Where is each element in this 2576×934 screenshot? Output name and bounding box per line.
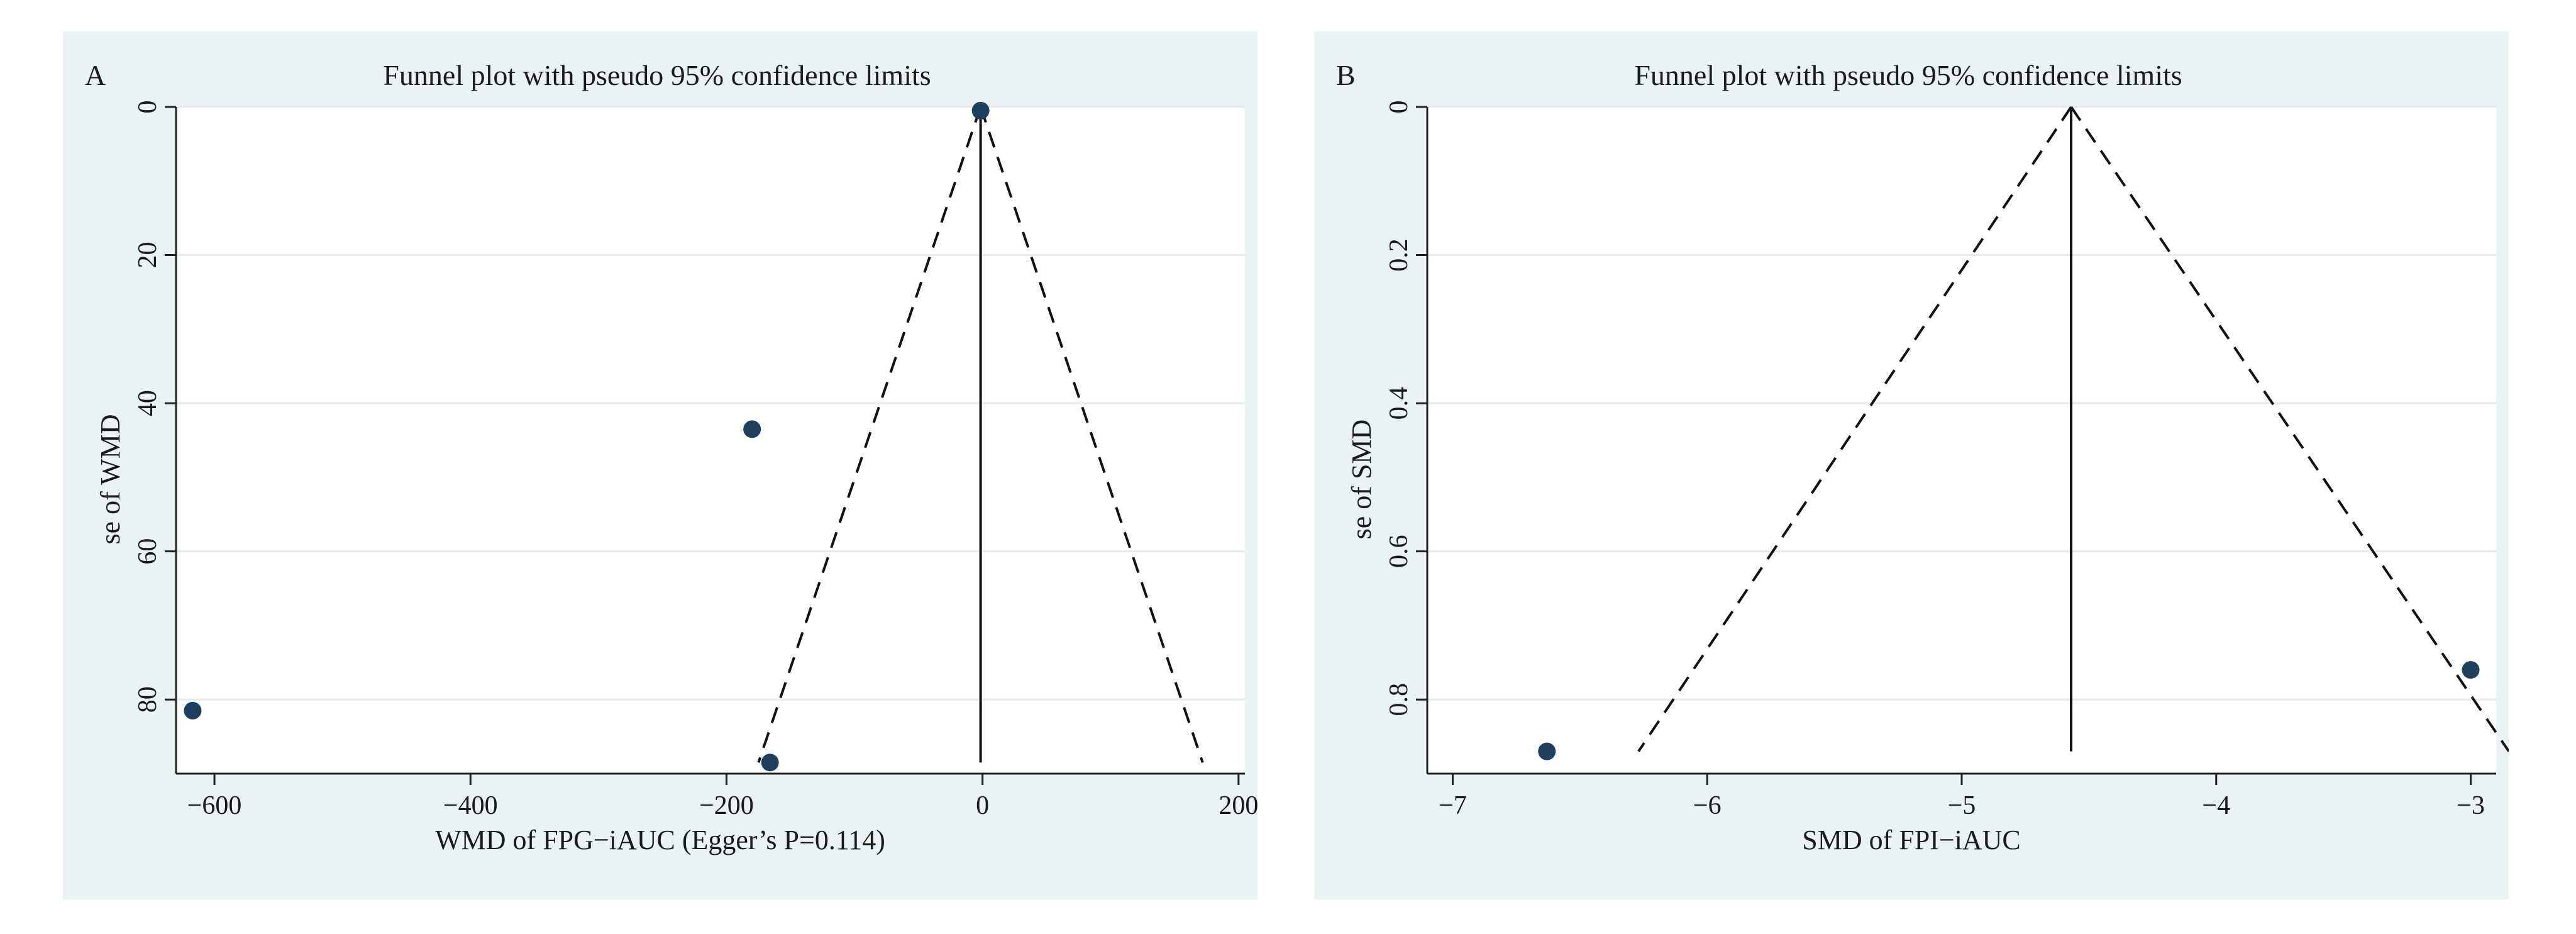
x-axis-label: SMD of FPI−iAUC: [1802, 825, 2021, 855]
funnel-left-limit: [1637, 106, 2072, 752]
x-tick-label: −3: [2457, 791, 2485, 820]
funnel-plot-b: B Funnel plot with pseudo 95% confidence…: [1336, 59, 2509, 855]
funnel-right-limit: [2070, 106, 2509, 752]
x-tick-label: −600: [187, 791, 242, 820]
y-tick-label: 0: [1385, 101, 1413, 114]
x-tick-label: 0: [976, 791, 989, 820]
x-tick-label: −400: [443, 791, 498, 820]
data-point: [1538, 742, 1556, 760]
funnel-plot-a: A Funnel plot with pseudo 95% confidence…: [85, 59, 1258, 855]
panel-label: B: [1336, 59, 1356, 91]
y-axis-label: se of SMD: [1346, 420, 1377, 540]
x-tick-label: −4: [2202, 791, 2230, 820]
chart-title: Funnel plot with pseudo 95% confidence l…: [1634, 59, 2182, 91]
y-tick-label: 0.4: [1385, 387, 1413, 420]
plot-area: [1427, 107, 2496, 774]
y-tick-label: 60: [133, 538, 162, 565]
data-point: [2462, 661, 2480, 679]
x-tick-label: −7: [1439, 791, 1467, 820]
y-tick-label: 40: [133, 390, 162, 416]
y-axis-label: se of WMD: [95, 414, 126, 545]
y-tick-label: 80: [133, 686, 162, 713]
y-tick-label: 0.2: [1385, 238, 1413, 272]
funnel-right-limit: [979, 106, 1204, 763]
x-tick-label: −5: [1948, 791, 1976, 820]
plot-area: [176, 107, 1245, 774]
y-tick-label: 0: [133, 101, 162, 114]
y-tick-label: 0.6: [1385, 535, 1413, 568]
data-point: [971, 101, 990, 120]
x-tick-label: −6: [1693, 791, 1722, 820]
funnel-left-limit: [757, 106, 982, 763]
data-point: [743, 420, 761, 438]
panel-a: A Funnel plot with pseudo 95% confidence…: [63, 31, 1258, 899]
panel-b: B Funnel plot with pseudo 95% confidence…: [1314, 31, 2509, 899]
data-point: [761, 753, 779, 772]
y-tick-label: 0.8: [1385, 683, 1413, 716]
x-tick-label: −200: [699, 791, 754, 820]
x-tick-label: 200: [1219, 791, 1258, 820]
chart-title: Funnel plot with pseudo 95% confidence l…: [383, 59, 931, 91]
panel-label: A: [85, 59, 106, 91]
x-axis-label: WMD of FPG−iAUC (Egger’s P=0.114): [435, 825, 885, 855]
data-point: [184, 701, 202, 720]
y-tick-label: 20: [133, 242, 162, 269]
